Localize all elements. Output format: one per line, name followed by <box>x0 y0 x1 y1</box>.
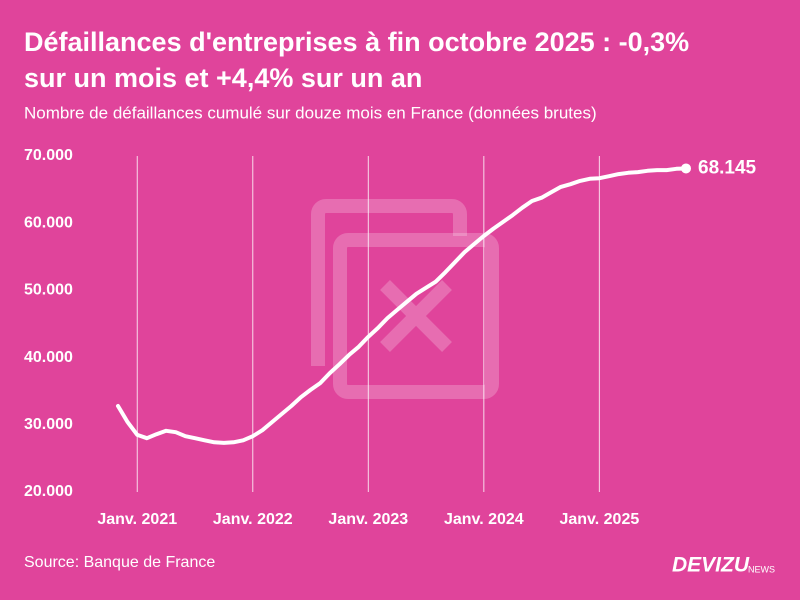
source: Source: Banque de France <box>24 554 215 571</box>
y-tick-label: 30.000 <box>24 416 73 433</box>
x-tick-label: Janv. 2022 <box>213 511 293 528</box>
y-tick-label: 40.000 <box>24 349 73 366</box>
chart-title: Défaillances d'entreprises à fin octobre… <box>24 27 689 57</box>
value-label: 68.145 <box>698 157 757 178</box>
y-tick-label: 60.000 <box>24 214 73 231</box>
end-point <box>681 163 691 174</box>
x-tick-label: Janv. 2023 <box>328 511 408 528</box>
x-tick-label: Janv. 2021 <box>97 511 177 528</box>
watermark-icon <box>311 199 499 399</box>
brand-suffix: NEWS <box>748 564 775 574</box>
x-tick-label: Janv. 2024 <box>444 511 524 528</box>
chart-title: sur un mois et +4,4% sur un an <box>24 63 422 93</box>
x-tick-label: Janv. 2025 <box>559 511 639 528</box>
y-tick-label: 50.000 <box>24 282 73 299</box>
y-tick-label: 20.000 <box>24 483 73 500</box>
line <box>116 166 688 445</box>
chart-subtitle: Nombre de défaillances cumulé sur douze … <box>24 103 597 122</box>
brand: DEVIZU <box>672 554 750 577</box>
y-tick-label: 70.000 <box>24 147 73 164</box>
